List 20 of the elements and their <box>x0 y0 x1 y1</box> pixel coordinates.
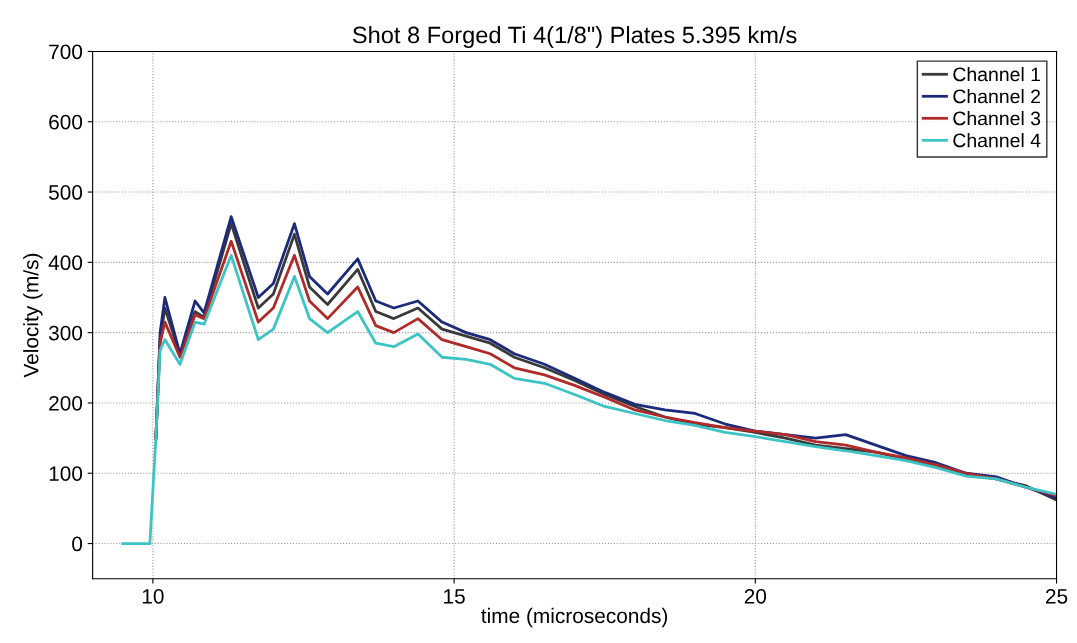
x-tick-label: 20 <box>744 588 767 604</box>
y-axis-title: Velocity (m/s) <box>23 253 43 378</box>
x-axis-title: time (microseconds) <box>481 607 668 628</box>
x-tick-label: 25 <box>1046 588 1068 604</box>
line-series <box>121 253 1057 545</box>
legend-label: Channel 1 <box>953 67 1041 82</box>
y-tick-label: 400 <box>48 255 83 271</box>
y-tick-label: 700 <box>49 44 83 60</box>
x-tick-label: 10 <box>142 588 164 604</box>
y-tick-label: 300 <box>48 325 83 341</box>
y-tick-label: 600 <box>49 114 83 130</box>
legend-label: Channel 4 <box>953 133 1041 148</box>
y-tick-label: 500 <box>48 185 83 200</box>
legend-label: Channel 2 <box>953 89 1041 104</box>
legend-label: Channel 3 <box>953 111 1041 126</box>
x-tick-label: 15 <box>444 589 465 604</box>
chart-title: Shot 8 Forged Ti 4(1/8") Plates 5.395 km/s <box>352 26 797 49</box>
y-tick-label: 200 <box>49 395 83 411</box>
y-tick-label: 100 <box>49 466 83 481</box>
y-tick-label: 0 <box>72 536 83 552</box>
